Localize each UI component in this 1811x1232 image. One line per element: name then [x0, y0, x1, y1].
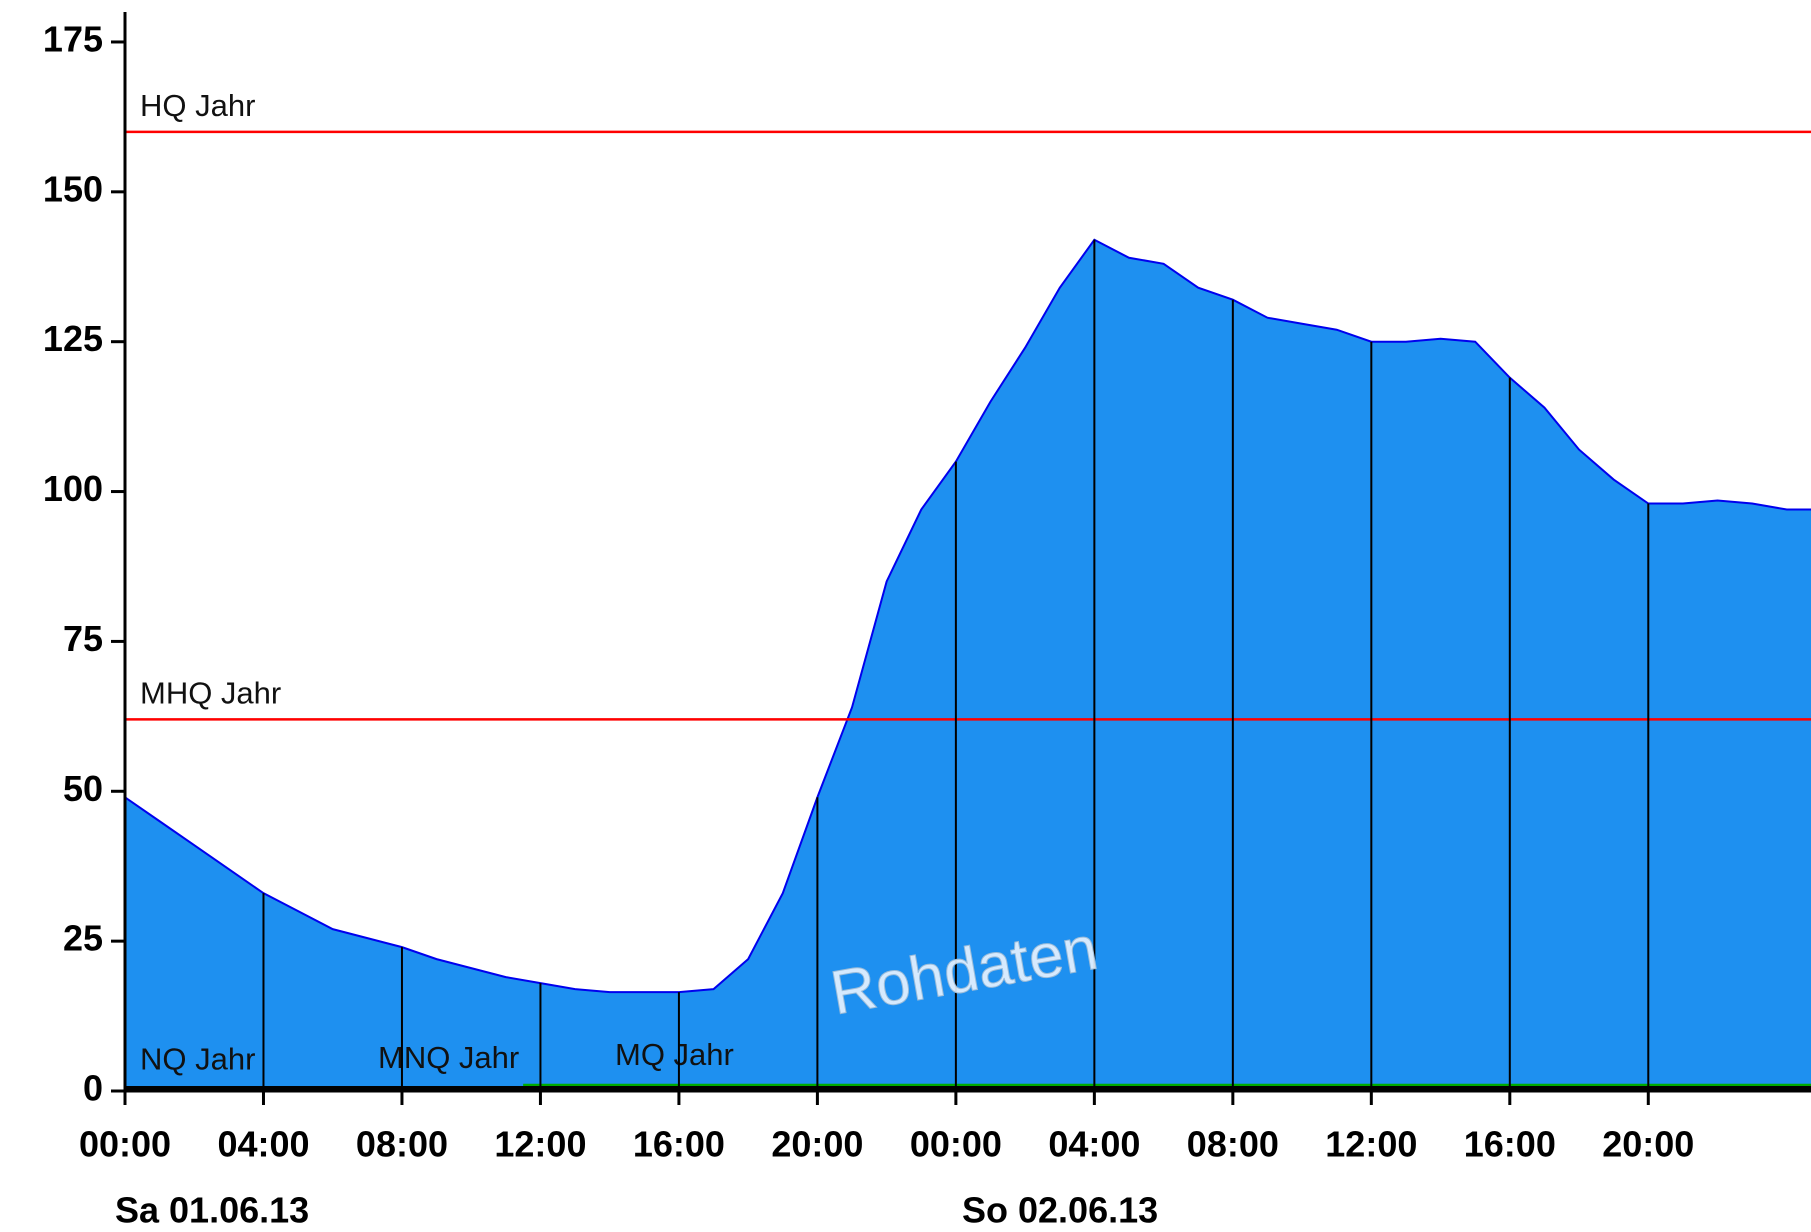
- date-label: So 02.06.13: [962, 1190, 1158, 1231]
- y-tick-label: 25: [63, 918, 103, 959]
- x-tick-label: 04:00: [217, 1124, 309, 1165]
- reference-label: MHQ Jahr: [140, 676, 281, 711]
- x-tick-label: 20:00: [1602, 1124, 1694, 1165]
- y-tick-label: 100: [43, 468, 103, 509]
- reference-label: MQ Jahr: [615, 1037, 734, 1072]
- reference-label: MNQ Jahr: [378, 1040, 519, 1075]
- y-tick-label: 0: [83, 1068, 103, 1109]
- x-tick-label: 00:00: [79, 1124, 171, 1165]
- x-tick-label: 08:00: [1187, 1124, 1279, 1165]
- y-tick-label: 150: [43, 168, 103, 209]
- x-tick-label: 20:00: [771, 1124, 863, 1165]
- x-tick-label: 04:00: [1048, 1124, 1140, 1165]
- reference-label: NQ Jahr: [140, 1041, 255, 1076]
- date-label: Sa 01.06.13: [115, 1190, 309, 1231]
- x-tick-label: 00:00: [910, 1124, 1002, 1165]
- y-tick-label: 75: [63, 618, 103, 659]
- x-tick-label: 12:00: [1325, 1124, 1417, 1165]
- x-tick-label: 16:00: [1464, 1124, 1556, 1165]
- y-tick-label: 50: [63, 768, 103, 809]
- x-tick-label: 16:00: [633, 1124, 725, 1165]
- area-line: [124, 238, 1811, 994]
- x-tick-label: 12:00: [494, 1124, 586, 1165]
- area: [125, 239, 1811, 1092]
- y-tick-label: 175: [43, 18, 103, 59]
- x-tick-label: 08:00: [356, 1124, 448, 1165]
- y-tick-label: 125: [43, 318, 103, 359]
- reference-label: HQ Jahr: [140, 88, 255, 123]
